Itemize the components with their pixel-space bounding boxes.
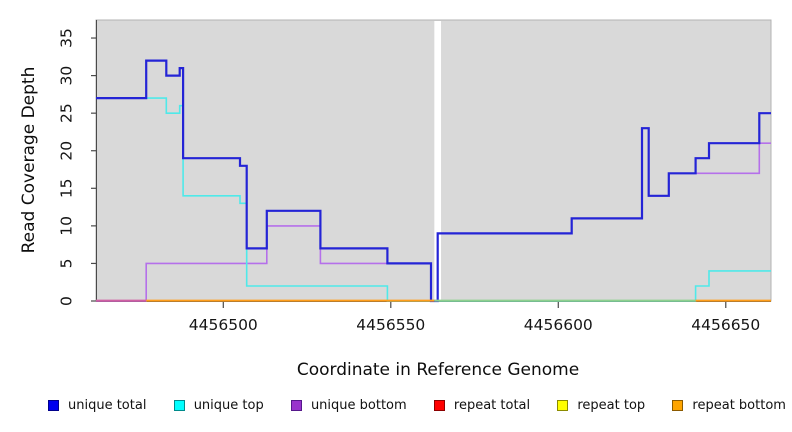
y-tick-label: 10	[58, 216, 76, 236]
legend-label: unique total	[68, 398, 147, 413]
legend-label: repeat top	[577, 398, 646, 413]
legend-item-unique-top: unique top	[173, 398, 264, 413]
legend: unique total unique top unique bottom re…	[48, 398, 786, 413]
legend-item-unique-bottom: unique bottom	[290, 398, 407, 413]
y-tick-label: 30	[58, 66, 76, 86]
y-tick-label: 15	[58, 178, 76, 198]
legend-label: repeat bottom	[692, 398, 786, 413]
legend-item-unique-total: unique total	[48, 398, 146, 413]
legend-swatch-repeat-total	[433, 400, 445, 411]
series-unique-top	[96, 97, 771, 302]
y-tick-label: 20	[58, 141, 76, 161]
x-tick-label: 4456650	[691, 316, 760, 334]
x-tick-label: 4456550	[356, 316, 425, 334]
legend-swatch-unique-top	[173, 400, 185, 411]
y-tick-label: 5	[58, 258, 76, 268]
y-axis-title: Read Coverage Depth	[19, 66, 39, 254]
legend-item-repeat-top: repeat top	[557, 398, 645, 413]
y-tick-label: 0	[58, 296, 76, 306]
y-tick-label: 35	[58, 28, 76, 48]
coverage-gap-band	[434, 21, 442, 301]
x-tick-label: 4456600	[524, 316, 593, 334]
legend-item-repeat-total: repeat total	[433, 398, 531, 413]
legend-label: unique bottom	[310, 398, 407, 413]
legend-swatch-repeat-bottom	[672, 400, 684, 411]
legend-swatch-unique-total	[48, 400, 59, 411]
legend-swatch-repeat-top	[557, 400, 569, 411]
series-unique-total	[96, 59, 771, 303]
y-tick-label: 25	[58, 103, 76, 123]
plot-area	[95, 19, 772, 302]
legend-item-repeat-bottom: repeat bottom	[672, 398, 786, 413]
legend-swatch-unique-bottom	[290, 400, 302, 411]
x-axis-title: Coordinate in Reference Genome	[296, 360, 580, 380]
x-tick-label: 4456500	[189, 316, 258, 334]
legend-label: repeat total	[453, 398, 531, 413]
legend-label: unique top	[193, 398, 264, 413]
